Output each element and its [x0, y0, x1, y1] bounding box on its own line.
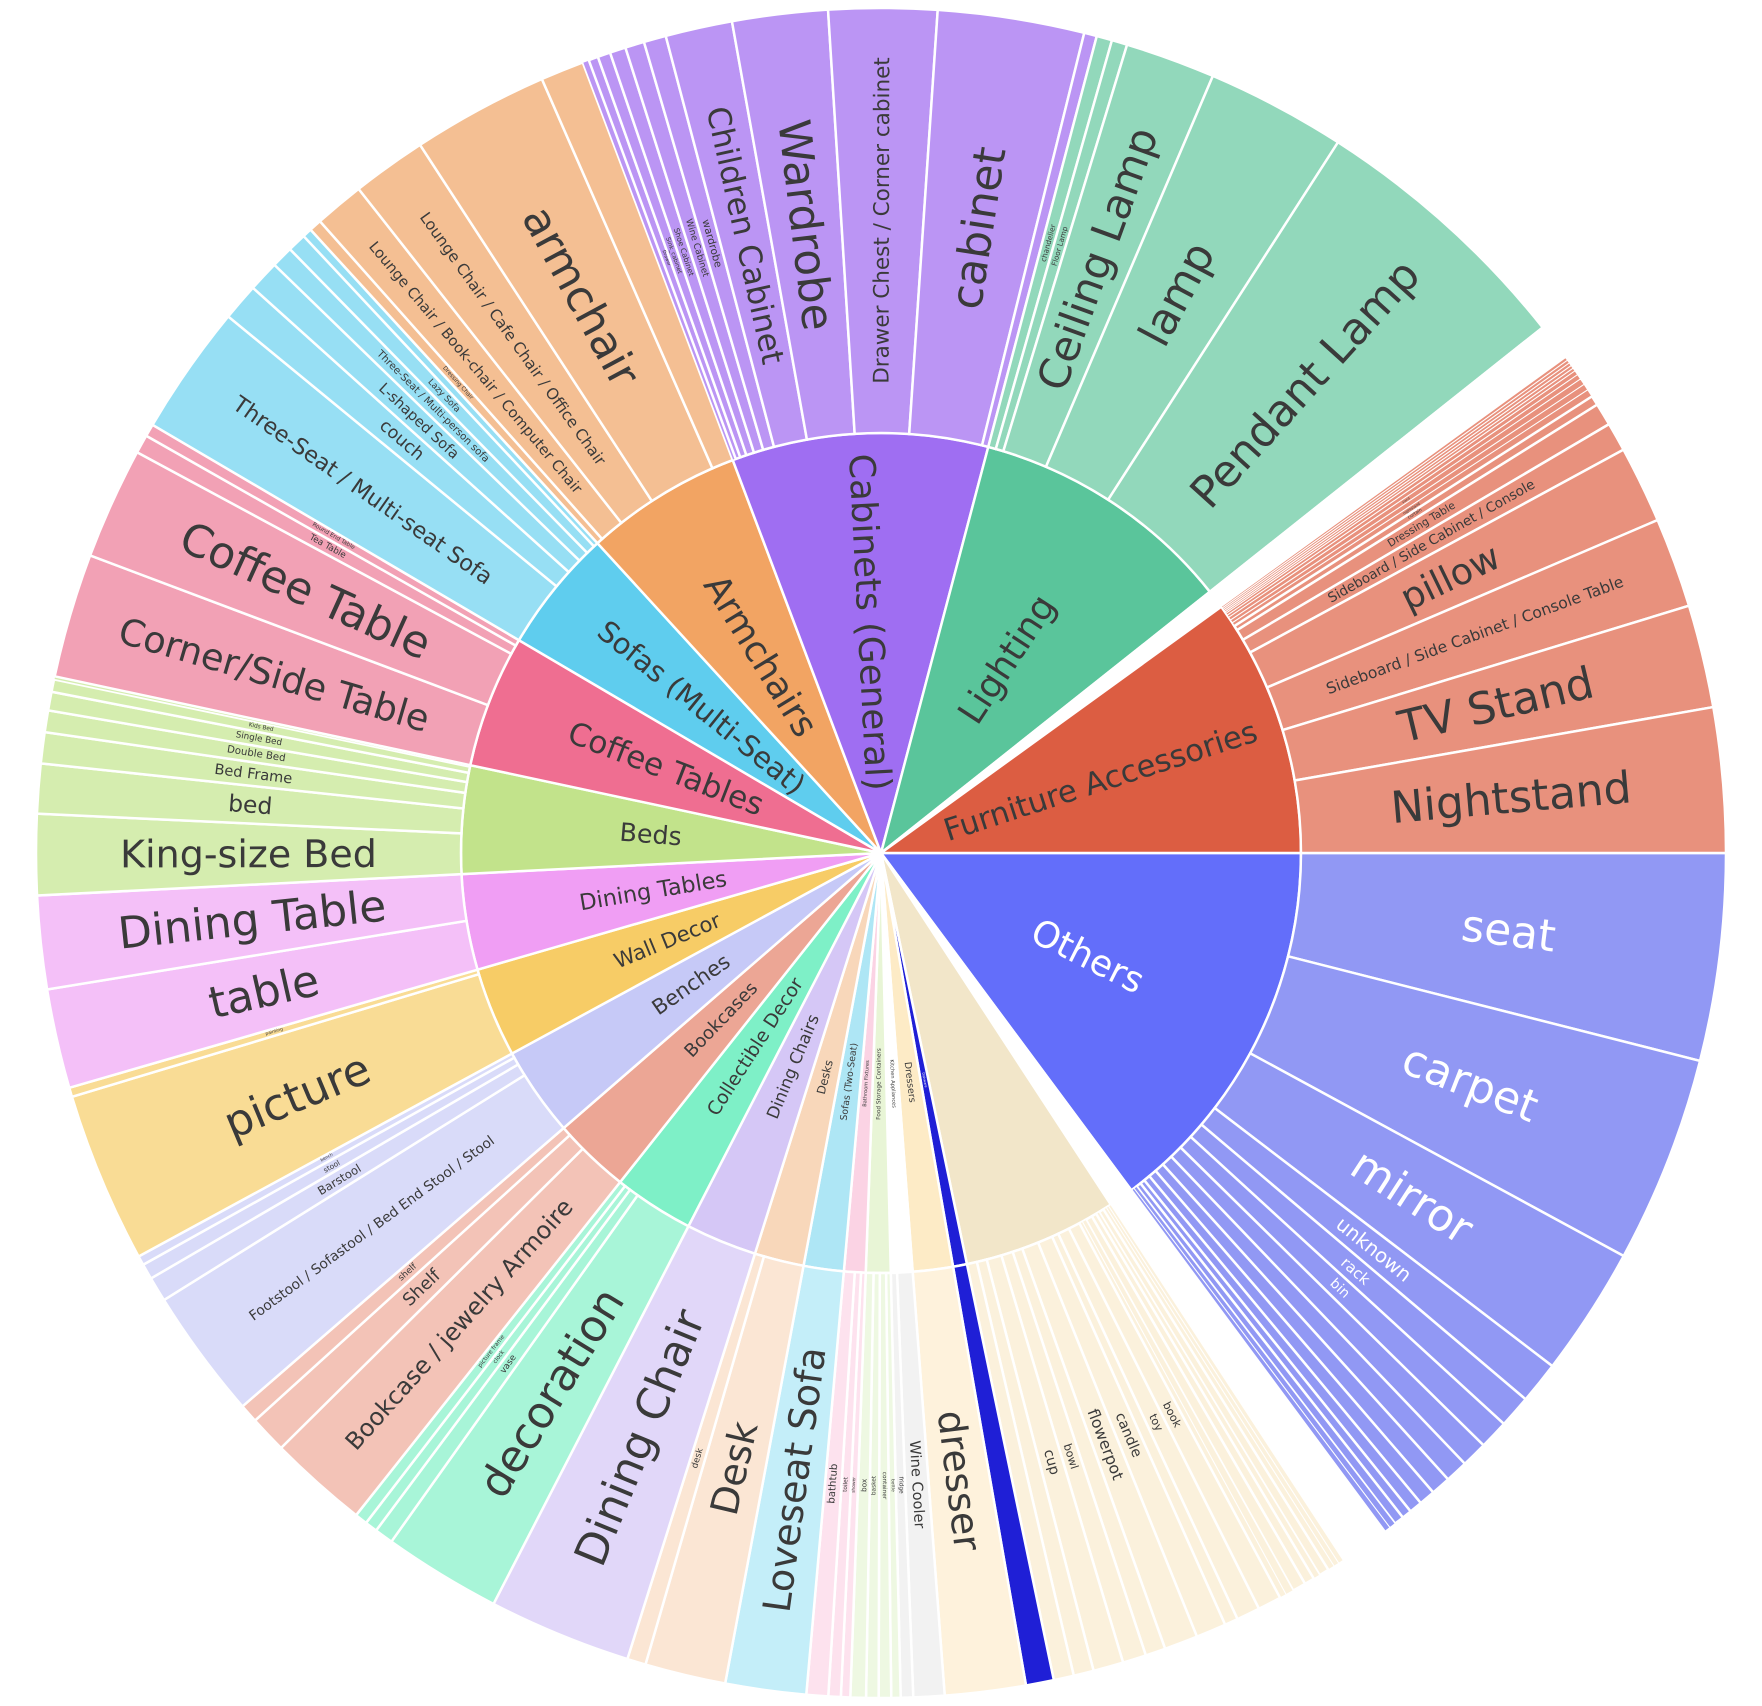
label-king-size-bed: King-size Bed	[120, 832, 377, 876]
label-drawer: Drawer	[661, 249, 672, 267]
label-bed: bed	[227, 789, 273, 820]
label-dressers: Dressers	[902, 1061, 918, 1103]
label-dishware: Dishware	[921, 1072, 928, 1088]
label-seat: seat	[1459, 900, 1559, 962]
outer-slice-nightstand[interactable]	[1293, 705, 1728, 855]
label-drawer-chest-corner-cabinet: Drawer Chest / Corner cabinet	[870, 57, 896, 384]
label-painting: painting	[265, 1026, 284, 1037]
label-bathroom-fixtures: Bathroom Fixtures	[862, 1060, 871, 1107]
label-fridge: fridge	[897, 1477, 904, 1495]
label-kitchen-appliances: Kitchen Appliances	[888, 1059, 896, 1108]
label-wine-cooler: Wine Cooler	[906, 1440, 928, 1529]
label-container: container	[881, 1472, 887, 1500]
label-bench: bench	[319, 1152, 334, 1164]
inner-ring	[459, 431, 1303, 1275]
label-food-storage-containers: Food Storage Containers	[876, 1048, 882, 1120]
label-cup: cup	[1040, 1448, 1062, 1477]
label-bathtub: bathtub	[826, 1463, 840, 1504]
label-box: box	[859, 1478, 868, 1492]
label-stand: stand	[1401, 496, 1410, 504]
label-bottle: bottle	[890, 1479, 896, 1492]
outer-ring	[34, 6, 1728, 1700]
label-basket: basket	[871, 1475, 877, 1495]
label-beds: Beds	[619, 818, 683, 852]
label-shower: shower	[851, 1477, 858, 1493]
label-toilet: toilet	[843, 1476, 850, 1492]
label-kids-bed: Kids Bed	[248, 722, 274, 733]
